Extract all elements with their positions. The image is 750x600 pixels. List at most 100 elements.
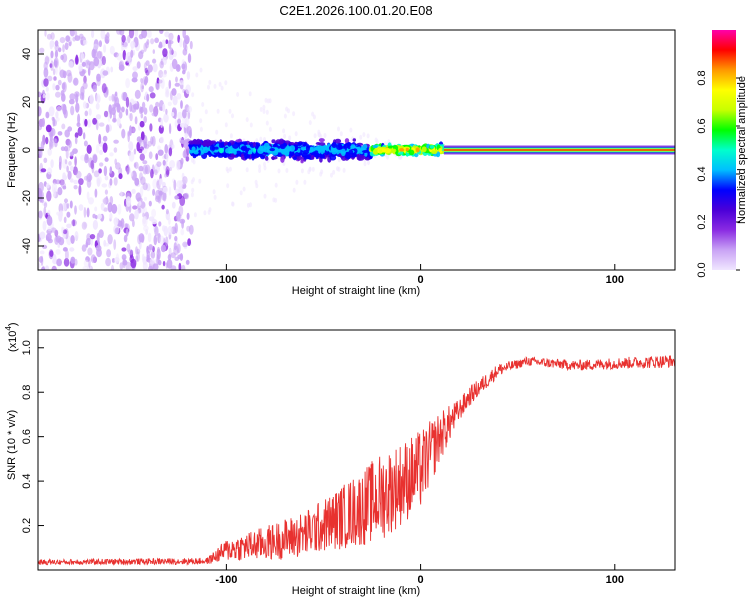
heatmap-cell bbox=[57, 187, 63, 196]
heatmap-cell bbox=[152, 263, 159, 270]
heatmap-cell bbox=[149, 258, 155, 265]
heatmap-cell bbox=[104, 189, 108, 195]
heatmap-cell bbox=[240, 153, 244, 160]
heatmap-cell bbox=[308, 166, 312, 172]
snr-y-axis: 0.2 0.4 0.6 0.8 1.0 bbox=[21, 340, 44, 533]
heatmap-cell bbox=[86, 179, 92, 188]
heatmap-cell bbox=[164, 31, 170, 38]
heatmap-cell bbox=[147, 64, 153, 73]
heatmap-cell bbox=[140, 78, 144, 83]
heatmap-cell bbox=[176, 93, 182, 100]
heatmap-cell bbox=[90, 160, 95, 170]
snr-x-label: Height of straight line (km) bbox=[292, 585, 420, 597]
heatmap-cell bbox=[69, 247, 75, 252]
heatmap-cell bbox=[88, 257, 91, 268]
heatmap-cell bbox=[130, 171, 134, 177]
heatmap-cell bbox=[80, 39, 84, 45]
heatmap-cell bbox=[161, 204, 165, 210]
heatmap-cell bbox=[236, 92, 240, 97]
heatmap-cell bbox=[134, 209, 139, 220]
heatmap-cell bbox=[118, 111, 123, 119]
heatmap-cell bbox=[53, 57, 59, 69]
heatmap-cell bbox=[129, 112, 133, 122]
heatmap-cell bbox=[62, 185, 67, 190]
heatmap-cell bbox=[314, 150, 319, 155]
heatmap-cell bbox=[165, 86, 170, 95]
heatmap-cell bbox=[92, 154, 98, 164]
heatmap-cell bbox=[75, 93, 79, 104]
heatmap-cell bbox=[119, 262, 124, 270]
heatmap-cell bbox=[191, 157, 194, 163]
heatmap-cell bbox=[86, 60, 92, 66]
heatmap-cell bbox=[171, 58, 178, 70]
heatmap-cell bbox=[438, 148, 442, 152]
heatmap-cell bbox=[182, 176, 188, 185]
heatmap-cell bbox=[188, 224, 194, 235]
heatmap-cell bbox=[116, 30, 122, 35]
heatmap-cell bbox=[109, 45, 115, 55]
heatmap-cell bbox=[162, 48, 168, 58]
heatmap-cell bbox=[168, 217, 171, 225]
heatmap-cell bbox=[55, 111, 59, 119]
heatmap-cell bbox=[74, 156, 77, 167]
heatmap-cell bbox=[70, 235, 75, 244]
heatmap-cell bbox=[85, 174, 89, 182]
heatmap-cell bbox=[272, 197, 276, 203]
heatmap-cell bbox=[66, 69, 72, 77]
heatmap-cell bbox=[141, 253, 145, 262]
heatmap-cell bbox=[162, 159, 166, 166]
heatmap-cell bbox=[83, 140, 88, 147]
heatmap-cell bbox=[289, 145, 296, 152]
heatmap-cell bbox=[39, 191, 44, 200]
heatmap-cell bbox=[187, 105, 193, 113]
heatmap-cell bbox=[263, 193, 267, 199]
heatmap-cell bbox=[44, 30, 47, 37]
heatmap-cell bbox=[443, 149, 675, 151]
heatmap-cell bbox=[143, 107, 148, 115]
heatmap-cell bbox=[173, 50, 177, 58]
heatmap-cell bbox=[174, 222, 178, 234]
heatmap-cell bbox=[174, 235, 178, 242]
heatmap-cell bbox=[102, 135, 108, 142]
heatmap-cell bbox=[141, 30, 148, 39]
heatmap-cell bbox=[182, 109, 187, 119]
heatmap-cell bbox=[212, 189, 216, 195]
heatmap-cell bbox=[167, 254, 172, 261]
heatmap-cell bbox=[347, 146, 351, 150]
heatmap-cell bbox=[62, 158, 68, 169]
heatmap-cell bbox=[168, 123, 172, 135]
y-tick-label: 1.0 bbox=[21, 340, 33, 355]
heatmap-cell bbox=[174, 82, 180, 87]
heatmap-cell bbox=[305, 144, 310, 152]
heatmap-cell bbox=[66, 223, 72, 229]
heatmap-cell bbox=[143, 225, 149, 232]
snr-scale-text: (x10 bbox=[7, 331, 19, 352]
heatmap-cell bbox=[192, 155, 197, 159]
heatmap-cell bbox=[98, 133, 102, 145]
heatmap-cell bbox=[245, 167, 249, 173]
heatmap-cell bbox=[61, 82, 66, 90]
heatmap-cell bbox=[98, 122, 105, 127]
heatmap-cell bbox=[134, 116, 138, 125]
heatmap-cell bbox=[313, 133, 317, 139]
heatmap-cell bbox=[390, 148, 397, 153]
heatmap-cell bbox=[120, 190, 123, 197]
heatmap-cell bbox=[102, 142, 108, 153]
heatmap-cell bbox=[279, 143, 286, 150]
heatmap-cell bbox=[103, 44, 107, 53]
heatmap-cell bbox=[96, 175, 102, 185]
heatmap-cell bbox=[202, 147, 209, 154]
heatmap-cell bbox=[61, 93, 66, 102]
heatmap-cell bbox=[140, 112, 144, 119]
heatmap-cell bbox=[142, 182, 148, 191]
heatmap-cell bbox=[61, 226, 64, 234]
heatmap-cell bbox=[154, 225, 159, 237]
heatmap-cell bbox=[56, 106, 62, 113]
heatmap-cell bbox=[114, 227, 120, 235]
heatmap-cell bbox=[39, 231, 46, 240]
heatmap-cell bbox=[81, 221, 87, 230]
heatmap-cell bbox=[86, 191, 90, 200]
heatmap-cell bbox=[168, 79, 172, 89]
heatmap-cell bbox=[163, 113, 169, 123]
